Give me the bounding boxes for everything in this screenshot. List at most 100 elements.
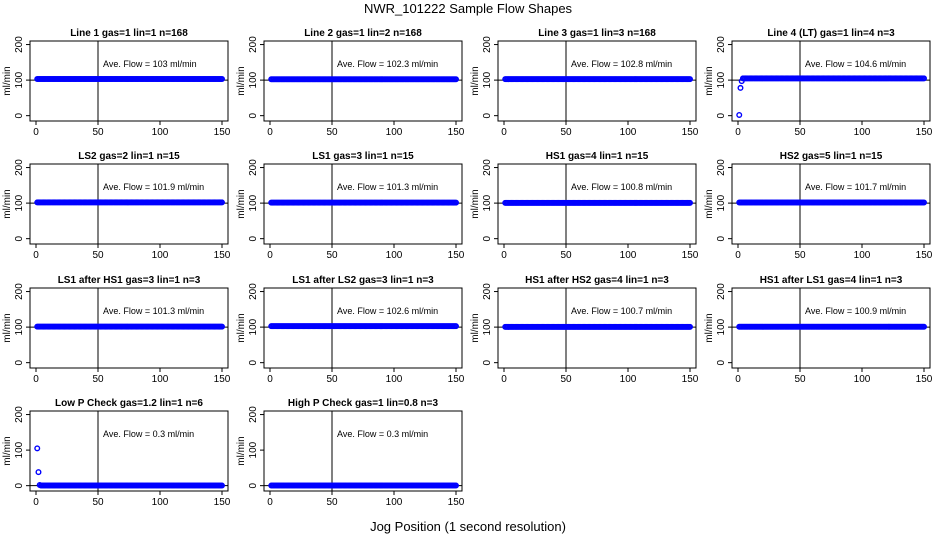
x-tick-label: 50 [92,374,104,385]
y-axis-label: ml/min [470,313,481,342]
x-tick-label: 50 [326,127,338,138]
data-point [738,78,745,85]
x-tick-label: 150 [916,250,933,261]
data-point [453,323,460,330]
x-tick-label: 50 [326,250,338,261]
panel-title: HS2 gas=5 lin=1 n=15 [780,151,883,162]
x-tick-label: 150 [214,127,231,138]
data-point [687,199,694,206]
y-tick-label: 100 [14,318,25,335]
panel-title: Low P Check gas=1.2 lin=1 n=6 [55,398,203,409]
panel-8: HS2 gas=5 lin=1 n=15 0 50 100 150 0 100 200 ml/m… [704,151,933,261]
x-tick-label: 0 [267,250,273,261]
data-point [453,76,460,83]
x-tick-label: 100 [854,250,871,261]
y-axis-label: ml/min [704,66,715,95]
y-tick-label: 0 [248,359,259,365]
y-tick-label: 100 [248,318,259,335]
data-point [36,481,43,488]
y-tick-label: 200 [716,36,727,53]
plot-frame [29,410,229,492]
y-tick-label: 100 [14,194,25,211]
panel-title: LS2 gas=2 lin=1 n=15 [78,151,180,162]
x-tick-label: 100 [152,497,169,508]
panel-title: HS1 after LS1 gas=4 lin=1 n=3 [760,275,903,286]
plot-frame [731,40,931,122]
y-axis-label: ml/min [2,313,13,342]
average-flow-annotation: Ave. Flow = 100.8 ml/min [571,182,672,192]
average-flow-annotation: Ave. Flow = 101.9 ml/min [103,182,204,192]
y-tick-label: 200 [14,36,25,53]
x-tick-label: 50 [560,127,572,138]
y-axis-label: ml/min [236,189,247,218]
x-tick-label: 0 [735,250,741,261]
data-point [218,199,225,206]
average-flow-annotation: Ave. Flow = 101.3 ml/min [103,306,204,316]
data-point [218,323,225,330]
x-tick-label: 150 [448,250,465,261]
y-axis-label: ml/min [2,66,13,95]
y-axis-label: ml/min [470,189,481,218]
plot-frame [29,163,229,245]
panel-13: Low P Check gas=1.2 lin=1 n=6 0 50 100 150 0 1… [2,398,231,508]
y-tick-label: 0 [482,112,493,118]
x-tick-label: 150 [682,250,699,261]
x-tick-label: 0 [33,250,39,261]
data-points [268,323,460,330]
data-point [218,482,225,489]
y-tick-label: 100 [14,441,25,458]
x-tick-label: 100 [386,250,403,261]
plot-frame [497,287,697,369]
y-axis-label: ml/min [2,189,13,218]
x-tick-label: 50 [794,127,806,138]
data-point [34,445,41,452]
plot-frame [263,287,463,369]
y-tick-label: 0 [14,235,25,241]
x-tick-label: 150 [448,127,465,138]
y-tick-label: 0 [248,482,259,488]
data-point [218,76,225,83]
average-flow-annotation: Ave. Flow = 102.3 ml/min [337,59,438,69]
plot-frame [731,163,931,245]
y-tick-label: 100 [716,194,727,211]
y-axis-label: ml/min [704,313,715,342]
y-tick-label: 200 [716,159,727,176]
panel-11: HS1 after HS2 gas=4 lin=1 n=3 0 50 100 150 0 1… [470,275,699,385]
x-tick-label: 50 [560,374,572,385]
panel-title: Line 4 (LT) gas=1 lin=4 n=3 [767,28,895,39]
x-tick-label: 0 [33,374,39,385]
data-points [34,199,225,206]
x-tick-label: 0 [33,127,39,138]
x-tick-label: 100 [620,250,637,261]
average-flow-annotation: Ave. Flow = 103 ml/min [103,59,197,69]
x-tick-label: 150 [682,127,699,138]
x-tick-label: 0 [735,127,741,138]
panel-3: Line 3 gas=1 lin=3 n=168 0 50 100 150 0 100 200… [470,28,699,138]
average-flow-annotation: Ave. Flow = 102.8 ml/min [571,59,672,69]
x-tick-label: 0 [501,374,507,385]
data-points [34,76,225,83]
x-tick-label: 50 [92,250,104,261]
y-tick-label: 200 [716,283,727,300]
x-tick-label: 50 [92,127,104,138]
y-tick-label: 200 [14,406,25,423]
plot-frame [263,163,463,245]
panel-title: Line 1 gas=1 lin=1 n=168 [70,28,188,39]
data-point [921,323,928,330]
y-axis-label: ml/min [236,313,247,342]
panel-5: LS2 gas=2 lin=1 n=15 0 50 100 150 0 100 200 ml/m… [2,151,231,261]
average-flow-annotation: Ave. Flow = 0.3 ml/min [337,429,428,439]
panel-1: Line 1 gas=1 lin=1 n=168 0 50 100 150 0 100 200… [2,28,231,138]
average-flow-annotation: Ave. Flow = 101.3 ml/min [337,182,438,192]
data-points [268,199,460,206]
y-axis-label: ml/min [704,189,715,218]
y-tick-label: 0 [248,235,259,241]
x-tick-label: 50 [560,250,572,261]
data-points [502,76,694,83]
y-tick-label: 100 [14,71,25,88]
panel-title: Line 3 gas=1 lin=3 n=168 [538,28,656,39]
data-points [736,323,928,330]
x-tick-label: 150 [448,374,465,385]
data-points [502,199,694,206]
